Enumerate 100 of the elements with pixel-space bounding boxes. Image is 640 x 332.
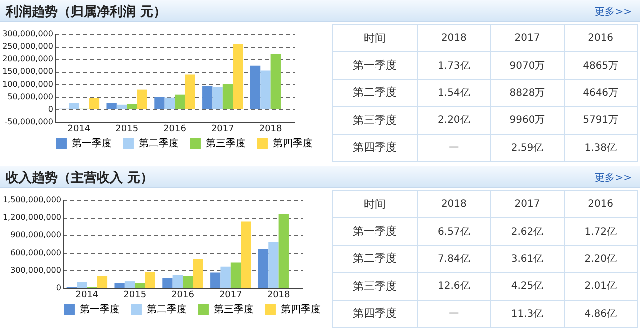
bar [183, 276, 194, 288]
bar [222, 84, 234, 110]
bar [210, 272, 221, 288]
category-label: 2018 [418, 190, 491, 218]
y-tick-label: 150,000,000 [2, 67, 54, 76]
text: 9960万 [510, 115, 546, 126]
text: 4.25亿 [511, 281, 544, 292]
x-tick-label: 2015 [116, 124, 139, 134]
text: 6.57亿 [438, 226, 470, 238]
bar [137, 90, 148, 110]
text: 4865万 [583, 60, 619, 72]
text: 2.20亿 [584, 254, 617, 265]
y-tick-label: 0 [56, 284, 62, 292]
bar [278, 214, 289, 288]
bar [106, 103, 117, 110]
category-label: 第四季度 [353, 141, 397, 154]
x-tick-label: 2014 [68, 124, 91, 134]
text: 3.61亿 [511, 254, 544, 265]
x-tick-label: 2018 [259, 124, 283, 134]
text: 5791万 [583, 115, 619, 126]
chart-title: 收入趋势（主营收入 元） [6, 170, 154, 187]
bar [230, 262, 242, 288]
text: 1.54亿 [438, 88, 470, 99]
y-tick-label: 0 [48, 104, 54, 114]
text: 时间 [332, 24, 418, 52]
text: 12.6亿 [438, 281, 470, 292]
text: 2.59亿 [511, 142, 544, 154]
y-tick-label: 300,000,000 [2, 30, 54, 38]
text: 9070万 [510, 60, 546, 72]
bar [164, 98, 175, 110]
bar [185, 74, 196, 110]
category-label: 2016 [564, 24, 638, 52]
bar [220, 266, 231, 288]
category-label: 第四季度 [353, 307, 397, 320]
x-tick-label: 2014 [76, 290, 99, 300]
legend-label: 第二季度 [147, 304, 187, 316]
bar [89, 98, 100, 110]
category-label: 第一季度 [353, 59, 397, 72]
x-tick-label: 2017 [219, 290, 242, 300]
bar [233, 44, 244, 110]
y-tick-label: 600,000,000 [10, 248, 62, 258]
legend-label: 第四季度 [273, 138, 313, 150]
text: 更多>> [595, 172, 632, 185]
bar [135, 283, 146, 288]
legend-label: 第一季度 [72, 138, 112, 150]
x-tick-label: 2017 [211, 124, 234, 134]
category-label: 2017 [490, 24, 564, 52]
text: — [449, 308, 460, 320]
text: 2.62亿 [511, 226, 544, 238]
y-tick-label: -50,000,000 [4, 118, 54, 126]
bar [193, 259, 204, 288]
y-tick-label: 1,200,000,000 [2, 213, 62, 222]
bar [172, 275, 183, 288]
bar [127, 104, 138, 110]
text: 2.20亿 [438, 115, 470, 126]
text: 1.72亿 [584, 226, 617, 238]
y-tick-label: 100,000,000 [2, 80, 54, 89]
category-label: 第二季度 [353, 252, 397, 266]
bar [260, 70, 271, 110]
bar [268, 242, 279, 288]
y-tick-label: 1,500,000,000 [2, 196, 62, 204]
bar [270, 54, 281, 110]
bar [250, 66, 261, 110]
bar [124, 282, 136, 288]
bar [116, 104, 128, 110]
y-tick-label: 300,000,000 [10, 266, 62, 275]
bar [97, 276, 108, 288]
text: 1.73亿 [438, 60, 470, 72]
category-label: 2018 [418, 24, 491, 52]
x-tick-label: 2016 [172, 290, 195, 300]
chart-title: 利润趋势（归属净利润 元） [6, 4, 167, 21]
category-label: 第三季度 [353, 280, 397, 293]
bar [162, 278, 173, 288]
bar [145, 272, 156, 288]
y-tick-label: 50,000,000 [8, 92, 54, 102]
legend-label: 第三季度 [206, 138, 246, 150]
text: 更多>> [595, 6, 632, 19]
text: 7.84亿 [438, 254, 470, 265]
legend-label: 第二季度 [139, 138, 179, 150]
bar [258, 249, 269, 288]
text: 2.01亿 [584, 281, 617, 292]
legend-label: 第四季度 [281, 304, 321, 316]
bar [114, 283, 125, 288]
x-tick-label: 2018 [267, 290, 291, 300]
category-label: 2016 [564, 190, 638, 218]
category-label: 第三季度 [353, 114, 397, 127]
bar [212, 87, 223, 110]
text: 4646万 [583, 88, 619, 99]
bar [241, 222, 252, 288]
legend-label: 第三季度 [214, 304, 254, 316]
category-label: 第一季度 [353, 225, 397, 238]
text: 1.38亿 [584, 142, 617, 154]
y-tick-label: 250,000,000 [2, 42, 54, 52]
x-tick-label: 2016 [164, 124, 187, 134]
text: 11.3亿 [511, 308, 544, 320]
text: 8828万 [510, 88, 546, 99]
text: — [449, 142, 460, 154]
x-tick-label: 2015 [124, 290, 147, 300]
y-tick-label: 200,000,000 [2, 54, 54, 64]
bar [202, 86, 213, 110]
